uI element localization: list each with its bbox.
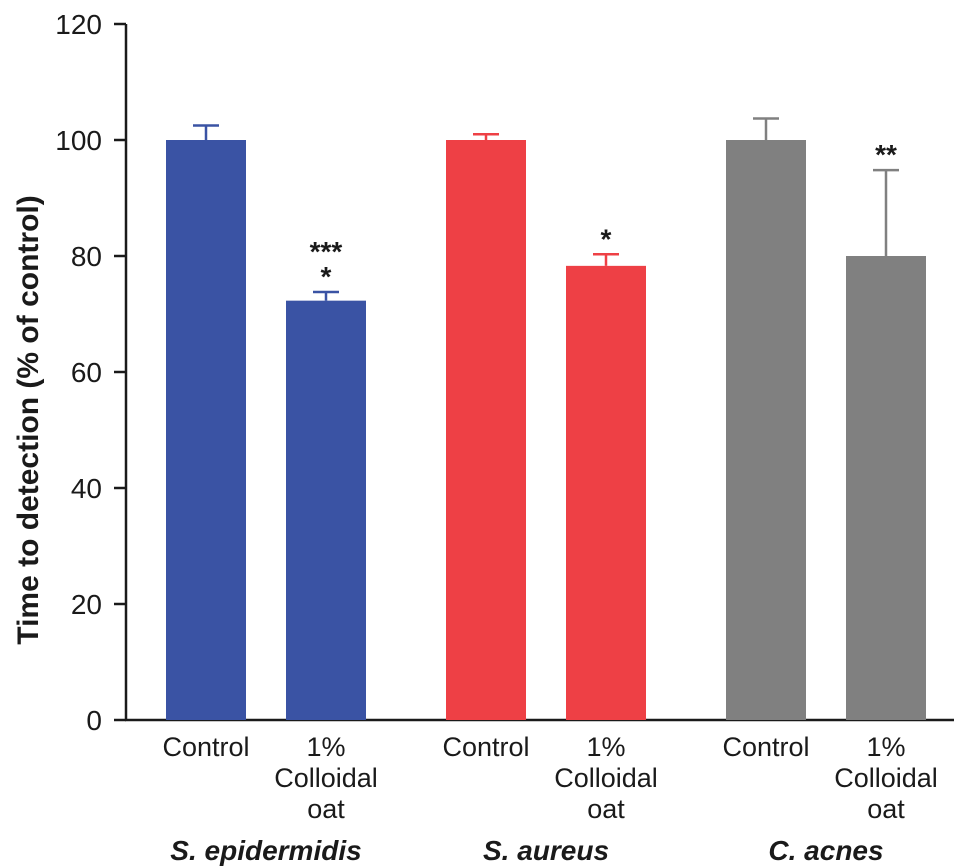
category-label: oat xyxy=(587,794,625,824)
y-tick-label: 60 xyxy=(71,357,102,388)
significance-label: * xyxy=(601,223,612,254)
group-label: S. epidermidis xyxy=(170,835,361,866)
y-tick-label: 20 xyxy=(71,589,102,620)
category-label: Control xyxy=(442,732,529,762)
category-label: oat xyxy=(307,794,345,824)
bar xyxy=(286,300,366,720)
bar xyxy=(166,140,246,720)
significance-label: * xyxy=(321,261,332,292)
category-label: Colloidal xyxy=(554,763,658,793)
category-label: Control xyxy=(162,732,249,762)
bar xyxy=(566,265,646,720)
bar xyxy=(726,140,806,720)
category-label: Colloidal xyxy=(834,763,938,793)
category-label: oat xyxy=(867,794,905,824)
category-label: 1% xyxy=(306,732,345,762)
y-tick-label: 120 xyxy=(55,9,102,40)
category-label: Colloidal xyxy=(274,763,378,793)
y-tick-label: 80 xyxy=(71,241,102,272)
y-tick-label: 0 xyxy=(86,705,102,736)
group-label: S. aureus xyxy=(483,835,609,866)
y-tick-label: 100 xyxy=(55,125,102,156)
significance-label: *** xyxy=(310,236,343,267)
category-label: 1% xyxy=(866,732,905,762)
y-axis: 0 20 40 60 80 100 120 xyxy=(55,9,954,736)
category-label: Control xyxy=(722,732,809,762)
bar xyxy=(846,256,926,720)
y-axis-title: Time to detection (% of control) xyxy=(12,195,45,644)
bar xyxy=(446,140,526,720)
group-label: C. acnes xyxy=(768,835,883,866)
category-label: 1% xyxy=(586,732,625,762)
y-tick-label: 40 xyxy=(71,473,102,504)
bars: ******* xyxy=(166,117,926,720)
significance-label: ** xyxy=(875,139,897,170)
